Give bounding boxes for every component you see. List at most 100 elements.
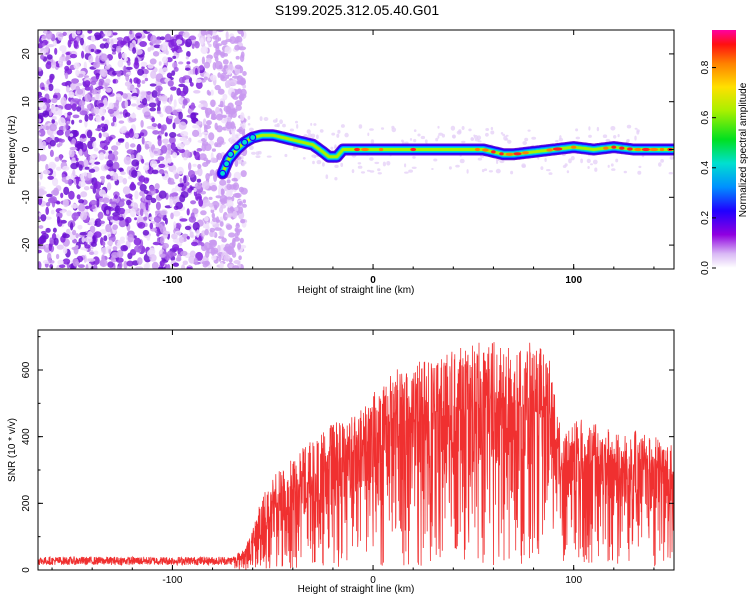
- ridge-halo-speckle: [295, 120, 298, 124]
- noise-speckle: [66, 210, 72, 217]
- noise-speckle: [119, 168, 124, 173]
- noise-speckle: [41, 233, 49, 240]
- noise-speckle: [62, 199, 69, 208]
- noise-speckle: [84, 205, 90, 210]
- noise-speckle: [236, 76, 241, 82]
- noise-speckle: [196, 178, 202, 183]
- ridge-peak-spot: [499, 152, 504, 156]
- noise-speckle: [56, 129, 64, 136]
- ridge-halo-speckle: [351, 169, 355, 174]
- noise-speckle: [107, 215, 115, 220]
- noise-speckle: [120, 171, 126, 175]
- noise-speckle: [47, 175, 54, 180]
- noise-speckle: [167, 157, 172, 164]
- noise-speckle: [125, 73, 130, 82]
- ridge-halo-speckle: [293, 147, 299, 150]
- noise-speckle: [130, 113, 137, 119]
- ridge-halo-speckle: [435, 137, 439, 142]
- noise-speckle: [181, 264, 186, 269]
- noise-speckle: [90, 80, 97, 86]
- noise-speckle: [214, 84, 221, 91]
- noise-speckle: [186, 208, 190, 216]
- noise-speckle: [70, 222, 74, 231]
- noise-speckle: [71, 98, 80, 103]
- noise-speckle: [231, 195, 235, 202]
- ridge-halo-speckle: [276, 123, 280, 128]
- noise-speckle: [98, 152, 105, 161]
- noise-speckle: [212, 217, 217, 222]
- colorbar-tick-label: 0.2: [700, 211, 711, 225]
- noise-speckle: [42, 97, 47, 103]
- noise-speckle: [62, 165, 70, 171]
- noise-speckle: [166, 143, 172, 151]
- ridge-halo-speckle: [248, 127, 254, 132]
- noise-speckle: [193, 187, 197, 192]
- noise-speckle: [42, 169, 51, 175]
- noise-speckle: [170, 212, 174, 220]
- noise-speckle: [135, 49, 143, 55]
- noise-speckle: [175, 238, 179, 244]
- ridge-halo-speckle: [231, 138, 235, 144]
- noise-speckle: [234, 159, 239, 168]
- noise-speckle: [107, 231, 112, 238]
- noise-speckle: [87, 30, 93, 34]
- noise-speckle: [188, 35, 197, 41]
- ridge-halo-speckle: [239, 123, 243, 126]
- noise-speckle: [234, 228, 243, 233]
- ridge-halo-speckle: [401, 139, 404, 143]
- noise-speckle: [47, 44, 55, 48]
- noise-speckle: [159, 235, 165, 245]
- noise-speckle: [129, 42, 133, 52]
- noise-speckle: [70, 204, 79, 209]
- noise-speckle: [112, 116, 117, 124]
- noise-speckle: [112, 161, 120, 170]
- noise-speckle: [150, 70, 157, 79]
- noise-speckle: [172, 55, 177, 60]
- ridge-halo-speckle: [377, 168, 381, 172]
- noise-speckle: [38, 249, 42, 254]
- ridge-peak-spot: [361, 147, 369, 152]
- noise-speckle: [106, 245, 113, 250]
- noise-speckle: [152, 51, 160, 57]
- noise-speckle: [73, 130, 78, 138]
- noise-speckle: [84, 93, 91, 103]
- ridge-peak-spot: [513, 152, 522, 156]
- noise-speckle: [45, 216, 52, 220]
- noise-speckle: [231, 91, 236, 99]
- noise-speckle: [151, 123, 158, 128]
- noise-speckle: [229, 36, 237, 44]
- noise-speckle: [112, 172, 119, 182]
- ridge-halo-speckle: [251, 151, 256, 155]
- ridge-halo-speckle: [602, 134, 608, 138]
- noise-speckle: [176, 143, 185, 150]
- noise-speckle: [146, 125, 155, 130]
- ridge-halo-speckle: [255, 155, 261, 159]
- ridge-halo-speckle: [575, 128, 579, 132]
- noise-speckle: [89, 218, 96, 226]
- noise-speckle: [139, 132, 145, 137]
- noise-speckle: [71, 119, 75, 125]
- noise-speckle: [235, 104, 242, 111]
- noise-speckle: [96, 49, 102, 53]
- ridge-halo-speckle: [540, 166, 544, 171]
- noise-speckle: [239, 237, 244, 244]
- noise-speckle: [218, 254, 222, 262]
- noise-speckle: [204, 124, 211, 130]
- ridge-halo-speckle: [382, 161, 386, 167]
- ridge-halo-speckle: [490, 130, 495, 135]
- snr-panel: -100 0 100 0 200 400 600 Height of straight li…: [7, 329, 675, 595]
- noise-speckle: [68, 148, 75, 158]
- noise-speckle: [54, 156, 60, 162]
- noise-speckle: [102, 38, 108, 42]
- noise-speckle: [216, 136, 225, 145]
- noise-speckle: [184, 225, 192, 231]
- ridge-peak-spot: [491, 150, 496, 154]
- noise-speckle: [98, 132, 102, 139]
- noise-speckle: [93, 250, 99, 256]
- noise-speckle: [197, 164, 202, 169]
- noise-speckle: [190, 200, 197, 205]
- ridge-halo-speckle: [370, 139, 375, 144]
- noise-speckle: [227, 213, 234, 217]
